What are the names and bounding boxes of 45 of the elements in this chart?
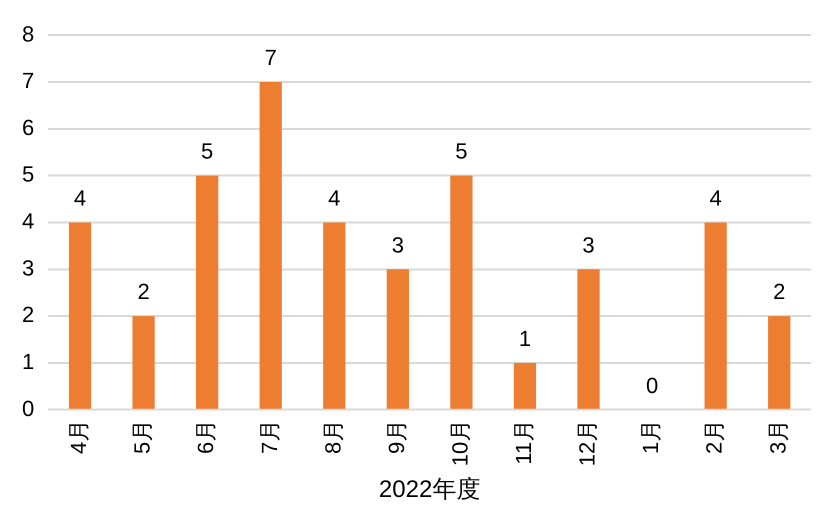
bar [323, 222, 346, 409]
bar [68, 222, 92, 409]
bar [768, 316, 790, 409]
y-tick-label: 6 [22, 114, 34, 140]
x-tick-label: 5月 [130, 420, 155, 454]
data-label: 7 [264, 45, 277, 70]
data-label: 2 [137, 279, 150, 304]
x-tick-label: 2月 [702, 420, 727, 454]
y-tick-label: 3 [22, 255, 34, 280]
data-label: 0 [646, 372, 658, 398]
data-label: 4 [328, 186, 340, 211]
y-tick-label: 5 [22, 162, 34, 187]
data-label: 5 [201, 138, 214, 164]
y-tick-label: 4 [22, 208, 34, 234]
x-tick-label: 4月 [66, 420, 92, 454]
x-tick-label: 1月 [638, 420, 664, 454]
y-tick-label: 0 [22, 396, 34, 421]
x-tick-label: 3月 [765, 420, 790, 454]
data-label: 4 [74, 186, 86, 211]
y-tick-label: 7 [22, 68, 34, 94]
bar [577, 269, 600, 409]
y-tick-label: 2 [22, 302, 34, 328]
x-tick-label: 12月 [574, 420, 600, 466]
data-label: 2 [773, 279, 786, 304]
data-label: 1 [518, 326, 532, 351]
bar [260, 82, 282, 409]
x-tick-label: 9月 [384, 420, 409, 454]
x-tick-label: 8月 [320, 420, 346, 454]
bar [132, 316, 155, 409]
data-label: 3 [582, 232, 595, 258]
y-tick-label: 1 [22, 348, 34, 374]
y-tick-label: 8 [22, 21, 34, 46]
x-axis-title: 2022年度 [378, 476, 480, 504]
x-tick-label: 10月 [447, 420, 472, 466]
data-label: 4 [710, 186, 722, 211]
x-tick-label: 6月 [193, 420, 218, 454]
x-tick-label: 11月 [511, 420, 536, 465]
bar [386, 269, 409, 409]
data-label: 3 [392, 232, 404, 258]
bar [196, 176, 218, 409]
data-label: 5 [455, 138, 468, 164]
x-tick-label: 7月 [256, 420, 282, 454]
bar [704, 222, 727, 409]
bar [450, 176, 473, 409]
bar [514, 362, 536, 409]
